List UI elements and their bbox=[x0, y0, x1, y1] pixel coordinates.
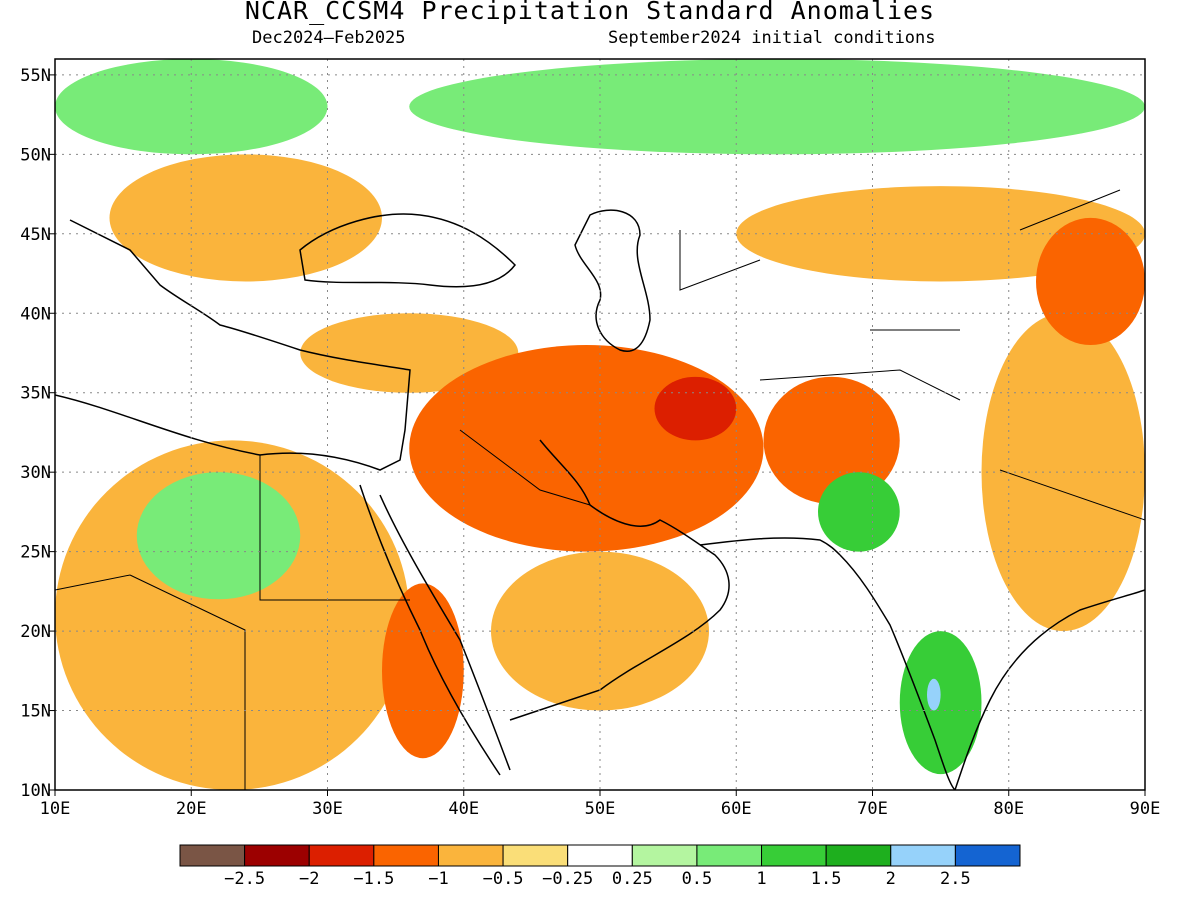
lat-tick-label: 50N bbox=[20, 145, 51, 165]
colorbar-label: −1 bbox=[428, 869, 448, 889]
anomaly-iran-core-dry bbox=[654, 376, 737, 441]
anomaly-libya-wet bbox=[136, 472, 301, 600]
colorbar-label: 2.5 bbox=[940, 869, 971, 889]
colorbar-label: −0.5 bbox=[483, 869, 524, 889]
lon-tick-label: 10E bbox=[40, 799, 71, 819]
initial-conditions-label: September2024 initial conditions bbox=[608, 28, 936, 48]
colorbar-label: −0.25 bbox=[542, 869, 593, 889]
arabian-sea-coast bbox=[699, 537, 841, 556]
caspian-coast bbox=[574, 209, 651, 352]
anomaly-mongolia-dry bbox=[1036, 217, 1145, 346]
lon-tick-label: 80E bbox=[993, 799, 1024, 819]
anomaly-saudi-dry bbox=[491, 551, 709, 711]
lat-tick-label: 15N bbox=[20, 702, 51, 722]
colorbar: −2.5 −2 −1.5 −1 −0.5 −0.25 0.25 0.5 1 1.5 2 2.5 bbox=[179, 844, 1021, 889]
colorbar-label: 2 bbox=[886, 869, 896, 889]
anomaly-india-wet bbox=[899, 631, 982, 775]
mediterranean-coast bbox=[55, 219, 411, 471]
colorbar-swatch bbox=[502, 844, 569, 867]
colorbar-swatch bbox=[890, 844, 956, 867]
colorbar-label: 0.25 bbox=[612, 869, 653, 889]
lon-tick-label: 30E bbox=[312, 799, 343, 819]
anomaly-n-europe-wet bbox=[55, 59, 328, 155]
lat-tick-label: 25N bbox=[20, 543, 51, 563]
lat-tick-label: 20N bbox=[20, 622, 51, 642]
black-sea-coast bbox=[299, 213, 516, 288]
anomaly-red-sea-dry bbox=[382, 583, 464, 759]
colorbar-label: 1 bbox=[756, 869, 766, 889]
lat-tick-label: 40N bbox=[20, 304, 51, 324]
graticule bbox=[55, 59, 1145, 790]
lon-tick-label: 90E bbox=[1130, 799, 1161, 819]
colorbar-swatch bbox=[825, 844, 892, 867]
lon-tick-label: 20E bbox=[176, 799, 207, 819]
colorbar-swatch bbox=[179, 844, 246, 867]
colorbar-swatch bbox=[631, 844, 698, 867]
longitude-ticks: 10E 20E 30E 40E 50E 60E 70E 80E 90E bbox=[40, 790, 1161, 819]
colorbar-label: −2 bbox=[299, 869, 319, 889]
lat-tick-label: 45N bbox=[20, 225, 51, 245]
colorbar-label: −2.5 bbox=[224, 869, 265, 889]
lon-tick-label: 50E bbox=[585, 799, 616, 819]
latitude-ticks: 55N 50N 45N 40N 35N 30N 25N 20N 15N 10N bbox=[20, 66, 55, 801]
season-label: Dec2024—Feb2025 bbox=[252, 28, 406, 48]
anomaly-india-core-wet bbox=[927, 678, 941, 711]
colorbar-swatch bbox=[308, 844, 375, 867]
colorbar-swatch bbox=[244, 844, 310, 867]
colorbar-label: 0.5 bbox=[682, 869, 713, 889]
anomaly-russia-wet bbox=[409, 59, 1145, 155]
colorbar-label: −1.5 bbox=[353, 869, 394, 889]
india-coast bbox=[839, 554, 1145, 790]
map-title: NCAR_CCSM4 Precipitation Standard Anomal… bbox=[244, 0, 936, 25]
lon-tick-label: 60E bbox=[721, 799, 752, 819]
colorbar-swatch bbox=[567, 844, 633, 867]
red-sea-coast bbox=[359, 484, 511, 776]
lat-tick-label: 35N bbox=[20, 384, 51, 404]
colorbar-swatch bbox=[954, 844, 1021, 867]
lat-tick-label: 30N bbox=[20, 463, 51, 483]
lat-tick-label: 55N bbox=[20, 66, 51, 86]
colorbar-swatch bbox=[437, 844, 504, 867]
anomaly-c-europe-dry bbox=[109, 154, 382, 282]
anomaly-middle-east-dry bbox=[409, 345, 764, 552]
lon-tick-label: 70E bbox=[857, 799, 888, 819]
colorbar-swatch bbox=[761, 844, 827, 867]
anomaly-pakistan-wet bbox=[818, 472, 900, 552]
colorbar-swatch bbox=[696, 844, 763, 867]
coastlines bbox=[55, 189, 1145, 790]
colorbar-label: 1.5 bbox=[811, 869, 842, 889]
colorbar-swatch bbox=[373, 844, 439, 867]
lat-tick-label: 10N bbox=[20, 781, 51, 801]
borders bbox=[55, 189, 1145, 790]
lon-tick-label: 40E bbox=[448, 799, 479, 819]
